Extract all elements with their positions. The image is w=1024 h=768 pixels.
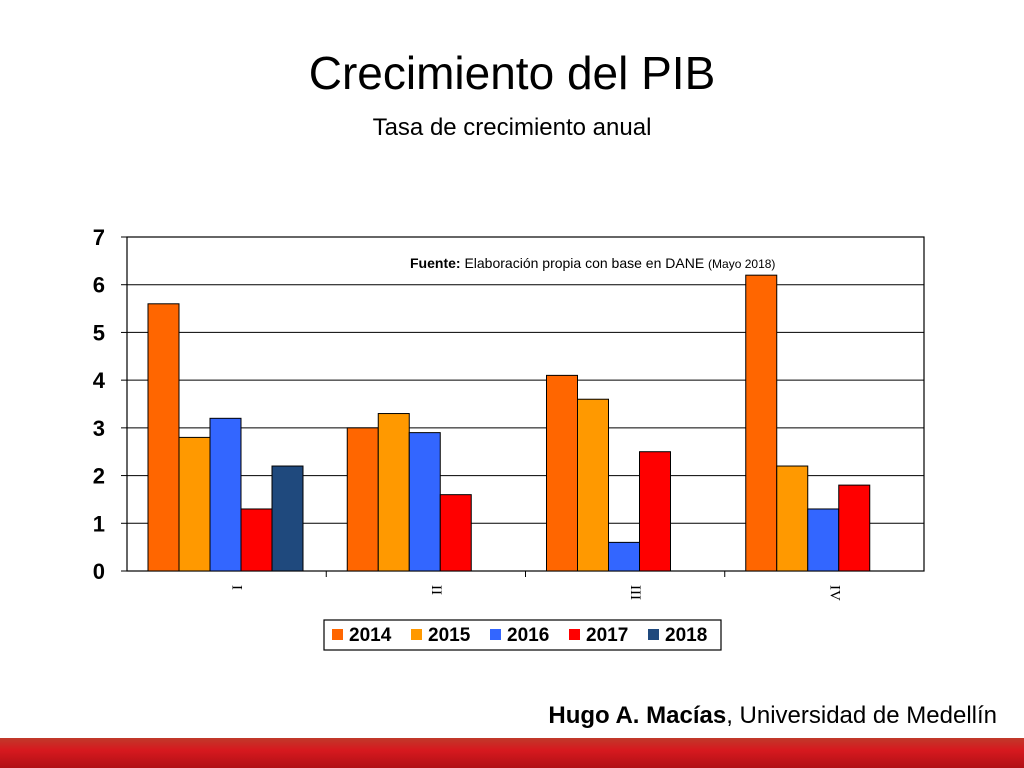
- bar-2017-I: [240, 508, 273, 572]
- bar-2016-IV: [807, 508, 840, 572]
- bar-2018-I: [271, 465, 304, 572]
- bar-2016-I: [209, 417, 242, 572]
- bar-2014-I: [147, 303, 180, 572]
- legend-swatch-2018: [648, 629, 659, 640]
- bar-2014-III: [546, 374, 578, 572]
- legend-label-2016: 2016: [507, 625, 549, 646]
- legend-swatch-2015: [411, 629, 422, 640]
- legend-swatch-2017: [569, 629, 580, 640]
- author-affiliation: , Universidad de Medellín: [726, 702, 997, 729]
- legend-label-2017: 2017: [586, 625, 628, 646]
- bar-2014-IV: [745, 274, 778, 572]
- bar-2017-III: [639, 451, 671, 572]
- bar-2017-II: [439, 494, 472, 572]
- bar-2015-I: [178, 436, 211, 572]
- y-tick-label: 5: [93, 320, 105, 345]
- author-credit: Hugo A. Macías, Universidad de Medellín: [548, 702, 997, 730]
- bar-2015-II: [377, 413, 410, 572]
- chart-source-note: Fuente: Elaboración propia con base en D…: [410, 255, 775, 271]
- bar-2016-III: [608, 541, 640, 572]
- y-tick-label: 3: [93, 416, 105, 441]
- legend-swatch-2016: [490, 629, 501, 640]
- x-tick-label: IV: [826, 585, 842, 601]
- y-tick-label: 7: [93, 225, 105, 250]
- bar-2015-IV: [776, 465, 809, 572]
- x-tick-label: I: [229, 585, 245, 590]
- slide-title: Crecimiento del PIB: [308, 47, 716, 99]
- y-tick-label: 0: [93, 559, 105, 584]
- legend-label-2014: 2014: [349, 625, 392, 646]
- legend-label-2018: 2018: [665, 625, 707, 646]
- y-tick-label: 6: [93, 273, 105, 298]
- y-tick-label: 2: [93, 464, 105, 489]
- bar-2014-II: [346, 427, 379, 572]
- bar-2016-II: [408, 432, 441, 572]
- bar-2015-III: [577, 398, 609, 572]
- footer-bar: [0, 738, 1024, 768]
- legend-swatch-2014: [332, 629, 343, 640]
- x-tick-label: II: [428, 585, 444, 595]
- y-tick-label: 4: [93, 368, 106, 393]
- legend-label-2015: 2015: [428, 625, 471, 646]
- bar-2017-IV: [838, 484, 871, 572]
- y-tick-label: 1: [93, 511, 105, 536]
- x-tick-label: III: [627, 585, 643, 600]
- author-name: Hugo A. Macías: [548, 702, 727, 729]
- slide-subtitle: Tasa de crecimiento anual: [372, 114, 652, 141]
